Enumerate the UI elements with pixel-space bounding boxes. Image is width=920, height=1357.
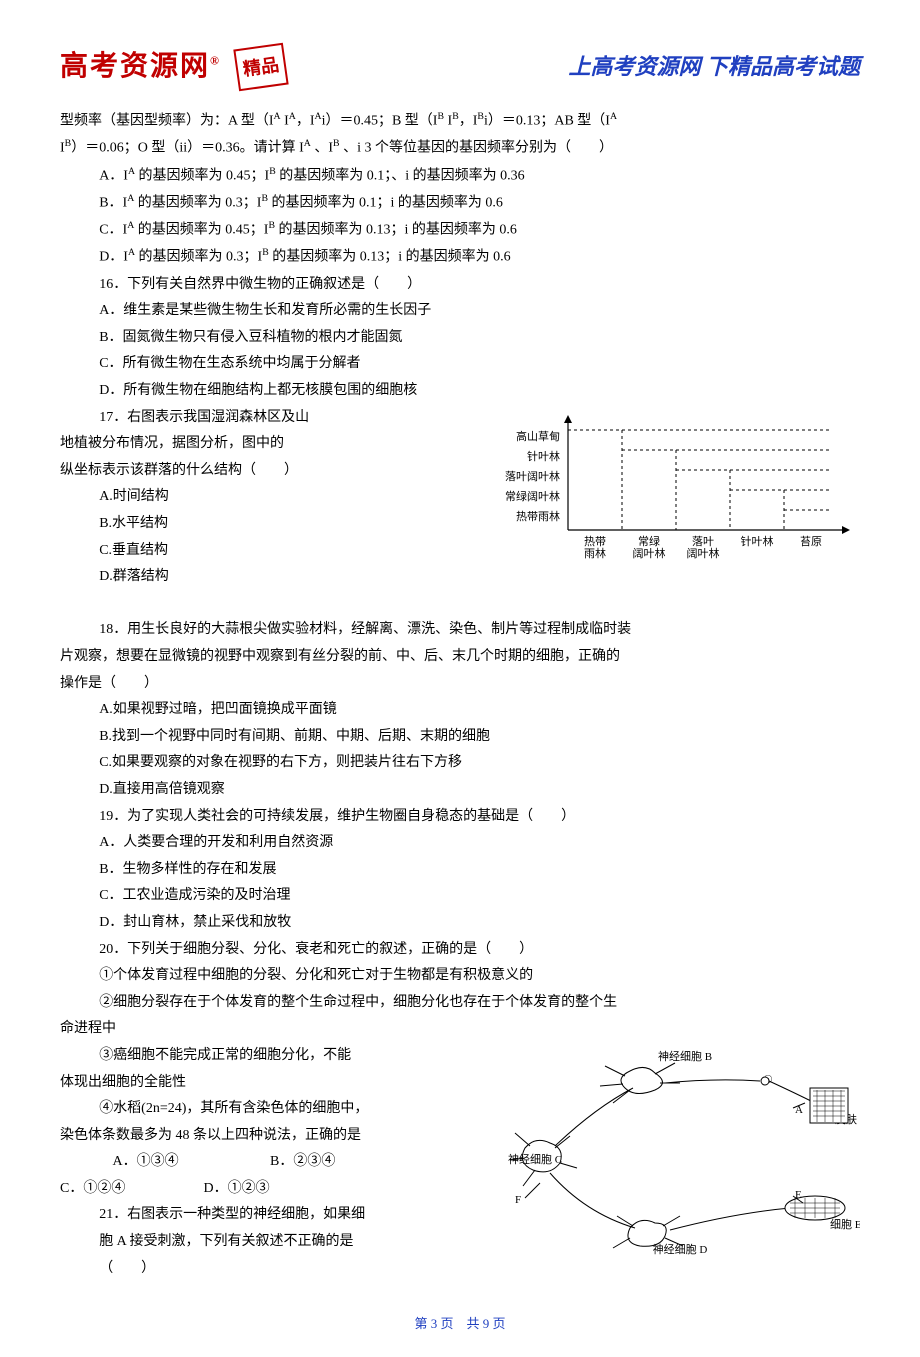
q20-q21-block: 20．下列关于细胞分裂、分化、衰老和死亡的叙述，正确的是（ ） ①个体发育过程中… — [60, 937, 860, 1283]
q18-opt-d: D.直接用高倍镜观察 — [60, 777, 860, 804]
q21-stem-3: （ ） — [60, 1256, 860, 1283]
q15-opt-c: C．IA 的基因频率为 0.45；IB 的基因频率为 0.13；i 的基因频率为… — [60, 217, 860, 244]
q18-opt-b: B.找到一个视野中同时有间期、前期、中期、后期、末期的细胞 — [60, 724, 860, 751]
q20-s1: ①个体发育过程中细胞的分裂、分化和死亡对于生物都是有积极意义的 — [60, 963, 860, 990]
q16-opt-b: B．固氮微生物只有侵入豆科植物的根内才能固氮 — [60, 325, 860, 352]
q15-continuation-line2: IB）＝0.06；O 型（ii）＝0.36。请计算 IA 、IB 、i 3 个等… — [60, 135, 860, 162]
logo-text: 高考资源网® — [60, 40, 221, 93]
ylabel-1: 针叶林 — [527, 449, 560, 463]
svg-text:神经细胞 B: 神经细胞 B — [658, 1049, 712, 1063]
neuron-figure: 神经细胞 B 神经细胞 C 神经细胞 D 皮肤 细胞 E A E F ☉ — [505, 1048, 860, 1258]
ylabel-3: 常绿阔叶林 — [505, 489, 560, 503]
q16-opt-d: D．所有微生物在细胞结构上都无核膜包围的细胞核 — [60, 378, 860, 405]
q20-s2a: ②细胞分裂存在于个体发育的整个生命过程中，细胞分化也存在于个体发育的整个生 — [60, 990, 860, 1017]
q16-stem: 16．下列有关自然界中微生物的正确叙述是（ ） — [60, 272, 860, 299]
q17-block: 高山草甸 针叶林 落叶阔叶林 常绿阔叶林 热带雨林 — [60, 405, 860, 591]
q18-stem-2: 片观察，想要在显微镜的视野中观察到有丝分裂的前、中、后、末几个时期的细胞，正确的 — [60, 644, 860, 671]
q15-opt-d: D．IA 的基因频率为 0.3；IB 的基因频率为 0.13；i 的基因频率为 … — [60, 244, 860, 271]
q17-chart: 高山草甸 针叶林 落叶阔叶林 常绿阔叶林 热带雨林 — [500, 410, 860, 585]
svg-text:落叶阔叶林: 落叶阔叶林 — [687, 535, 720, 560]
stamp-badge: 精品 — [233, 42, 288, 91]
q15-continuation-line1: 型频率（基因型频率）为：A 型（IA IA，IAi）＝0.45；B 型（IB I… — [60, 108, 860, 135]
page-footer: 第 3 页 共 9 页 — [60, 1312, 860, 1337]
ylabel-0: 高山草甸 — [516, 429, 560, 443]
q18-stem-3: 操作是（ ） — [60, 671, 860, 698]
svg-text:热带雨林: 热带雨林 — [584, 535, 606, 560]
q19-opt-b: B．生物多样性的存在和发展 — [60, 857, 860, 884]
ylabel-4: 热带雨林 — [516, 509, 560, 523]
q18-opt-a: A.如果视野过暗，把凹面镜换成平面镜 — [60, 697, 860, 724]
svg-text:常绿阔叶林: 常绿阔叶林 — [633, 534, 666, 560]
ylabel-2: 落叶阔叶林 — [505, 469, 560, 483]
q18-stem-1: 18．用生长良好的大蒜根尖做实验材料，经解离、漂洗、染色、制片等过程制成临时装 — [60, 617, 860, 644]
svg-text:针叶林: 针叶林 — [741, 534, 774, 548]
svg-text:F: F — [515, 1194, 521, 1206]
q15-opt-a: A．IA 的基因频率为 0.45；IB 的基因频率为 0.1；、i 的基因频率为… — [60, 163, 860, 190]
q19-stem: 19．为了实现人类社会的可持续发展，维护生物圈自身稳态的基础是（ ） — [60, 804, 860, 831]
q16-opt-a: A．维生素是某些微生物生长和发育所必需的生长因子 — [60, 298, 860, 325]
q18-opt-c: C.如果要观察的对象在视野的右下方，则把装片往右下方移 — [60, 750, 860, 777]
q19-opt-d: D．封山育林，禁止采伐和放牧 — [60, 910, 860, 937]
page-header: 高考资源网® 精品 上高考资源网 下精品高考试题 — [60, 40, 860, 93]
q15-opt-b: B．IA 的基因频率为 0.3；IB 的基因频率为 0.1；i 的基因频率为 0… — [60, 190, 860, 217]
banner-text: 上高考资源网 下精品高考试题 — [568, 46, 860, 88]
logo-block: 高考资源网® — [60, 40, 221, 93]
svg-text:苔原: 苔原 — [800, 534, 822, 548]
svg-text:细胞 E: 细胞 E — [830, 1218, 860, 1231]
q20-s2b: 命进程中 — [60, 1016, 860, 1043]
svg-text:神经细胞 D: 神经细胞 D — [653, 1242, 708, 1256]
q19-opt-a: A．人类要合理的开发和利用自然资源 — [60, 830, 860, 857]
q16-opt-c: C．所有微生物在生态系统中均属于分解者 — [60, 351, 860, 378]
q20-stem: 20．下列关于细胞分裂、分化、衰老和死亡的叙述，正确的是（ ） — [60, 937, 860, 964]
q19-opt-c: C．工农业造成污染的及时治理 — [60, 883, 860, 910]
